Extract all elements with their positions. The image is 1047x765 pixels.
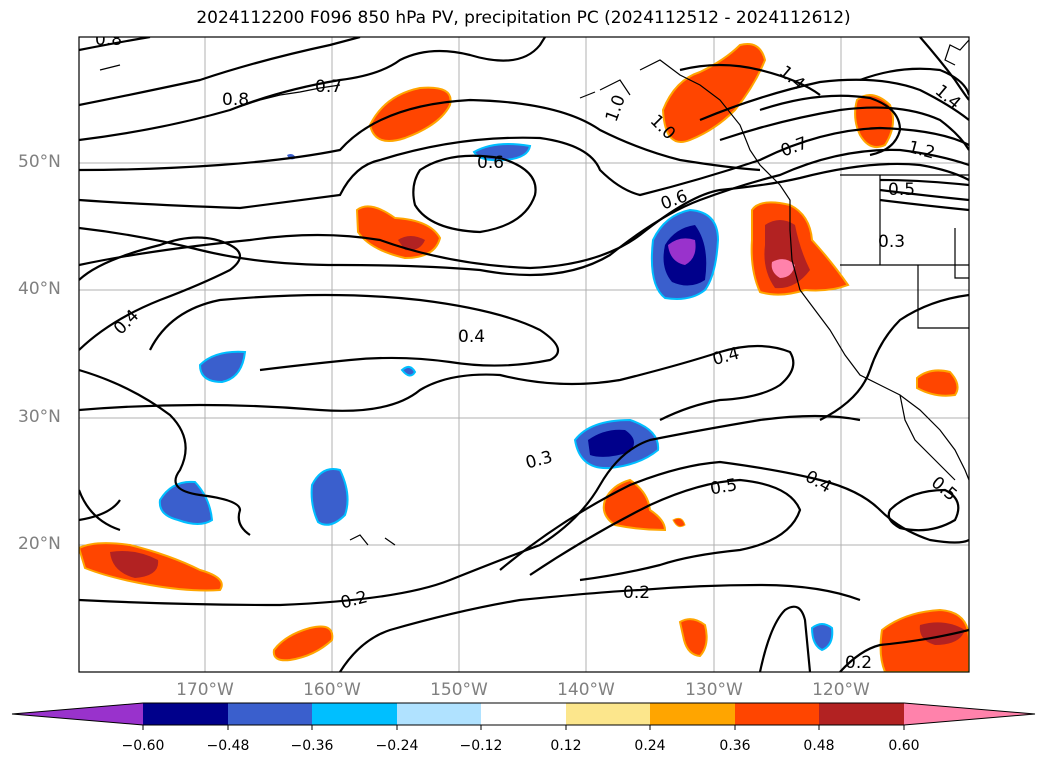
colorbar-tick-label: −0.36 xyxy=(290,738,334,754)
contour-label: 0.3 xyxy=(878,232,905,252)
colorbar-tick-label: 0.48 xyxy=(803,738,835,754)
contour-label: 0.8 xyxy=(222,90,249,110)
colorbar-tick-label: 0.24 xyxy=(634,738,666,754)
colorbar-segment xyxy=(735,703,819,725)
contour-label: 0.8 xyxy=(95,30,122,50)
longitude-label: 140°W xyxy=(557,680,615,700)
latitude-label: 30°N xyxy=(18,407,61,427)
coastlines xyxy=(99,39,969,546)
colorbar-tick-label: −0.24 xyxy=(375,738,419,754)
colorbar-segment xyxy=(312,703,397,725)
precip-positive-shading xyxy=(79,43,969,672)
map-title: 2024112200 F096 850 hPa PV, precipitatio… xyxy=(196,8,851,28)
colorbar-tick-label: 0.36 xyxy=(719,738,751,754)
contour-label: 0.5 xyxy=(709,475,739,499)
colorbar-segment xyxy=(819,703,904,725)
longitude-label: 160°W xyxy=(303,680,361,700)
graticule xyxy=(79,37,969,672)
longitude-label: 130°W xyxy=(685,680,743,700)
colorbar-tick-label: 0.12 xyxy=(550,738,582,754)
colorbar-segment xyxy=(650,703,735,725)
longitude-label: 170°W xyxy=(176,680,234,700)
colorbar xyxy=(11,702,1036,730)
colorbar-segment xyxy=(143,703,228,725)
colorbar-segment xyxy=(12,703,143,725)
contour-label: 0.7 xyxy=(315,77,342,97)
colorbar-segment xyxy=(481,703,566,725)
colorbar-segment xyxy=(904,703,1035,725)
precip-negative-shading xyxy=(158,143,834,652)
latitude-label: 40°N xyxy=(18,279,61,299)
contour-label: 0.6 xyxy=(477,153,504,173)
plot-border xyxy=(78,36,970,673)
longitude-label: 150°W xyxy=(430,680,488,700)
pv-contours xyxy=(79,37,969,672)
colorbar-tick-label: −0.48 xyxy=(206,738,250,754)
colorbar-tick-label: −0.60 xyxy=(121,738,165,754)
colorbar-segment xyxy=(397,703,481,725)
colorbar-segment xyxy=(228,703,312,725)
colorbar-segment xyxy=(566,703,650,725)
latitude-label: 50°N xyxy=(18,152,61,172)
contour-label: 0.2 xyxy=(845,653,872,673)
longitude-label: 120°W xyxy=(812,680,870,700)
colorbar-tick-label: −0.12 xyxy=(459,738,503,754)
contour-label: 0.4 xyxy=(458,327,485,347)
contour-label: 0.5 xyxy=(888,180,915,200)
colorbar-tick-label: 0.60 xyxy=(888,738,920,754)
latitude-label: 20°N xyxy=(18,534,61,554)
contour-label: 0.2 xyxy=(623,583,650,603)
